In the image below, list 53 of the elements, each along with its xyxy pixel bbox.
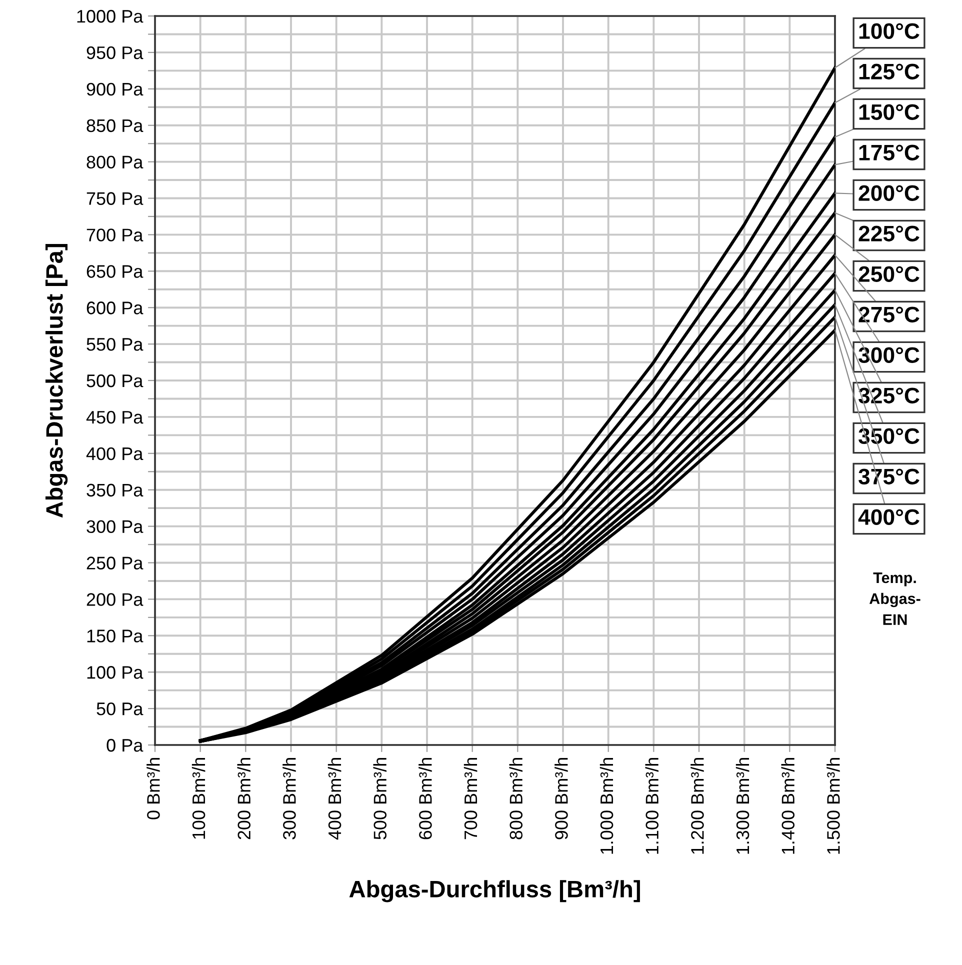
text: 375°C: [858, 468, 920, 484]
text: 300°C: [858, 347, 920, 363]
y-tick-label: 800 Pa: [86, 156, 144, 169]
y-tick-label: 600 Pa: [86, 302, 144, 314]
series-label: 125°C: [859, 64, 920, 80]
y-tick-label: 0 Pa: [106, 738, 144, 752]
y-tick-label: 750 Pa: [86, 192, 144, 205]
y-tick-label: 150 Pa: [87, 630, 144, 642]
y-tick-label: 550 Pa: [86, 338, 144, 351]
x-tick-label: 1.300 Bm³/h: [736, 758, 750, 854]
legend-title: Temp. Abgas- EIN: [869, 572, 920, 625]
y-tick-label: 450 Pa: [86, 410, 144, 424]
series-label: 100°C: [859, 23, 920, 39]
y-tick-label: 400 Pa: [86, 447, 144, 460]
x-tick-label: 100 Bm³/h: [192, 758, 206, 839]
y-tick-label: 500 Pa: [86, 374, 144, 388]
text: 275°C: [858, 306, 920, 322]
x-tick-label: 0 Bm³/h: [146, 758, 160, 820]
y-tick-label: 300 Pa: [86, 520, 144, 534]
x-tick-label: 200 Bm³/h: [237, 758, 251, 840]
y-tick-label: 950 Pa: [86, 46, 144, 60]
y-axis-title: Abgas-Druckverlust [Pa]: [45, 244, 68, 518]
x-tick-label: 500 Bm³/h: [373, 758, 387, 840]
y-tick-label: 900 Pa: [86, 82, 144, 96]
y-tick-label: 1000 Pa: [77, 10, 144, 23]
y-tick-label: 700 Pa: [86, 228, 144, 242]
x-tick-label: 1.200 Bm³/h: [690, 758, 704, 854]
y-tick-label: 50 Pa: [96, 702, 144, 716]
text: 350°C: [858, 428, 920, 444]
series-label: 175°C: [859, 144, 920, 160]
series-label: 250°C: [858, 266, 920, 282]
y-tick-label: 350 Pa: [86, 484, 144, 497]
x-tick-label: 1.500 Bm³/h: [826, 758, 840, 854]
series-label: 150°C: [859, 104, 920, 120]
text: 400°C: [858, 509, 920, 525]
x-tick-label: 700 Bm³/h: [464, 758, 478, 840]
y-tick-label: 650 Pa: [86, 265, 144, 278]
y-tick-label: 250 Pa: [86, 556, 144, 570]
x-axis-title: Abgas-Durchfluss [Bm³/h]: [349, 880, 640, 902]
series-label: 200°C: [858, 185, 920, 201]
y-tick-label: 850 Pa: [86, 119, 144, 132]
series-label: 225°C: [858, 226, 920, 242]
x-tick-label: 900 Bm³/h: [554, 758, 568, 840]
x-tick-label: 1.000 Bm³/h: [600, 758, 614, 854]
x-tick-label: 600 Bm³/h: [418, 758, 432, 840]
text: 325°C: [858, 388, 920, 404]
x-tick-label: 300 Bm³/h: [282, 758, 296, 840]
x-tick-label: 400 Bm³/h: [328, 758, 342, 840]
x-tick-label: 1.100 Bm³/h: [645, 758, 659, 854]
x-tick-label: 800 Bm³/h: [509, 758, 523, 840]
y-tick-label: 100 Pa: [87, 666, 144, 679]
y-tick-label: 200 Pa: [86, 593, 144, 606]
x-tick-label: 1.400 Bm³/h: [781, 758, 795, 854]
